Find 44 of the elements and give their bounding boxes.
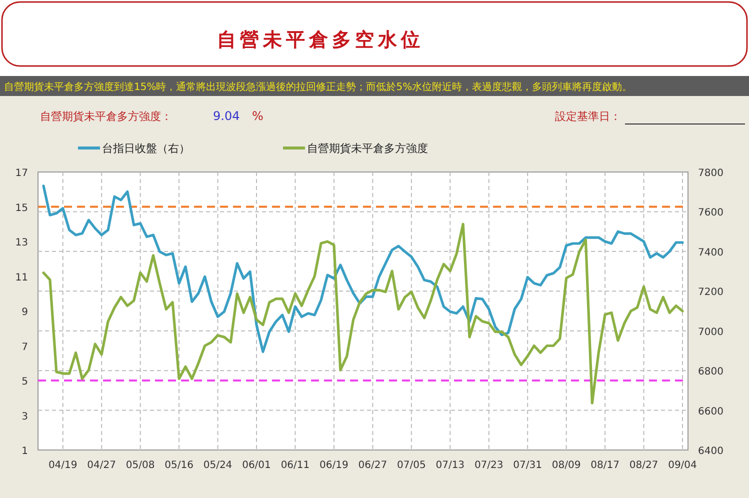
- x-tick-label: 06/11: [280, 460, 310, 471]
- text: 自營期貨未平倉多方強度：: [40, 110, 172, 123]
- y-tick-label: 1: [22, 446, 28, 457]
- x-tick-label: 06/27: [358, 460, 388, 471]
- y2-tick-label: 7600: [698, 208, 724, 219]
- y-tick-label: 15: [15, 202, 28, 214]
- x-tick-label: 07/23: [474, 460, 504, 471]
- text: 自營期貨未平倉多方強度到達15%時，通常將出現波段急漲過後的拉回修正走勢；而低於5%水位附近時，表過度悲觀，多頭列車將再度啟動。: [4, 81, 632, 93]
- x-tick-label: 07/13: [436, 460, 465, 471]
- y2-tick-label: 7800: [698, 168, 724, 179]
- text: %: [252, 109, 264, 123]
- x-tick-label: 05/24: [203, 460, 232, 471]
- y-tick-label: 9: [22, 307, 28, 318]
- y2-tick-label: 6400: [698, 446, 724, 457]
- line-series: [42, 184, 684, 354]
- y2-tick-label: 6800: [698, 366, 724, 378]
- y2-tick-label: 7200: [698, 287, 724, 298]
- x-tick-label: 06/01: [242, 460, 271, 471]
- y-tick-label: 3: [22, 411, 28, 422]
- y-tick-label: 5: [22, 376, 28, 388]
- x-tick-label: 04/27: [87, 460, 116, 471]
- y2-tick-label: 6600: [698, 406, 724, 418]
- x-tick-label: 08/27: [629, 460, 658, 471]
- line-series: [42, 222, 684, 404]
- x-tick-label: 07/05: [396, 460, 426, 471]
- text: 設定基準日：: [555, 110, 621, 123]
- y-tick-label: 17: [15, 168, 28, 179]
- x-tick-label: 09/04: [668, 460, 697, 471]
- text: 9.04: [213, 109, 240, 123]
- legend-label: 台指日收盤（右）: [102, 142, 190, 155]
- chart-title: 自營未平倉多空水位: [217, 29, 424, 51]
- x-tick-label: 08/09: [552, 460, 581, 471]
- y-tick-label: 11: [15, 272, 28, 284]
- x-tick-label: 07/31: [513, 460, 542, 471]
- legend-label: 自營期貨未平倉多方強度: [307, 142, 428, 155]
- y2-tick-label: 7400: [698, 247, 724, 258]
- y-tick-label: 13: [15, 238, 28, 248]
- x-tick-label: 04/19: [48, 460, 78, 471]
- x-tick-label: 06/19: [320, 460, 348, 471]
- x-tick-label: 05/16: [164, 460, 194, 471]
- y-tick-label: 7: [22, 342, 28, 353]
- x-tick-label: 05/08: [126, 460, 155, 471]
- x-tick-label: 08/17: [590, 460, 620, 471]
- y2-tick-label: 7000: [698, 326, 724, 338]
